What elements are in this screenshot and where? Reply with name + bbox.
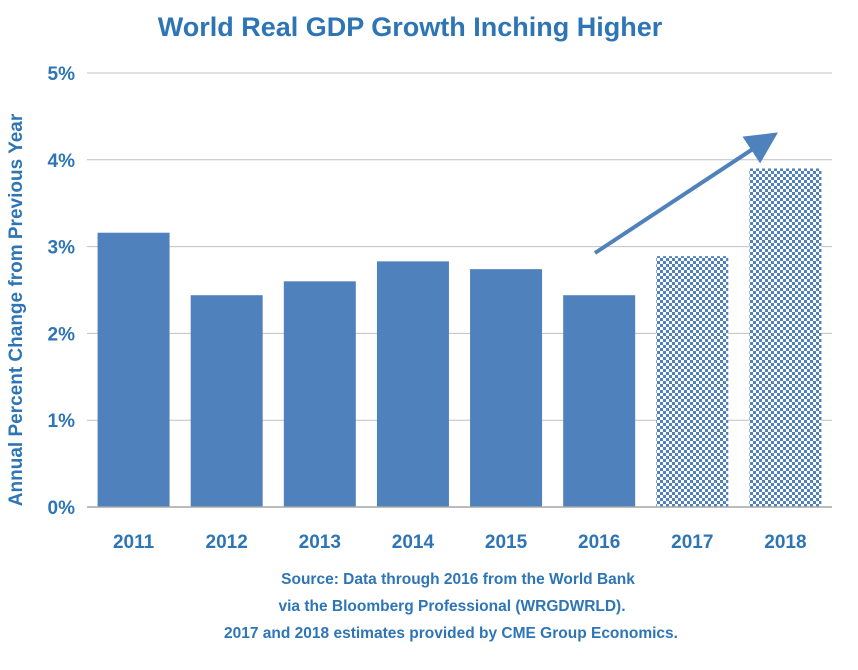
chart-title: World Real GDP Growth Inching Higher (158, 12, 663, 42)
x-tick-label: 2015 (485, 532, 528, 553)
bar-2014 (376, 261, 449, 507)
bar-2016 (563, 295, 636, 507)
y-tick-label: 0% (48, 498, 76, 519)
y-tick-label: 5% (48, 64, 76, 85)
source-line-3: 2017 and 2018 estimates provided by CME … (224, 625, 678, 642)
bar-estimate-2018 (749, 168, 822, 508)
bars (97, 168, 822, 508)
x-tick-label: 2013 (299, 532, 341, 553)
bar-estimate-2017 (656, 256, 729, 507)
source-line-2: via the Bloomberg Professional (WRGDWRLD… (278, 598, 625, 615)
x-tick-label: 2011 (113, 532, 155, 553)
y-tick-label: 3% (48, 238, 76, 259)
source-line-1: Source: Data through 2016 from the World… (281, 571, 635, 588)
y-axis-ticks: 0% 1% 2% 3% 4% 5% (48, 64, 76, 519)
bar-2015 (470, 269, 543, 507)
bar-2013 (283, 281, 356, 507)
y-tick-label: 4% (48, 151, 76, 172)
trend-arrow (593, 132, 779, 255)
y-tick-label: 1% (48, 411, 76, 432)
x-tick-label: 2018 (764, 532, 806, 553)
y-axis-label: Annual Percent Change from Previous Year (6, 113, 27, 506)
x-tick-label: 2012 (206, 532, 248, 553)
x-tick-label: 2016 (578, 532, 620, 553)
bar-2011 (97, 232, 170, 507)
x-axis-ticks: 2011 2012 2013 2014 2015 2016 2017 2018 (113, 532, 807, 553)
x-tick-label: 2017 (671, 532, 713, 553)
y-tick-label: 2% (48, 324, 76, 345)
bar-2012 (190, 295, 263, 507)
x-tick-label: 2014 (392, 532, 435, 553)
